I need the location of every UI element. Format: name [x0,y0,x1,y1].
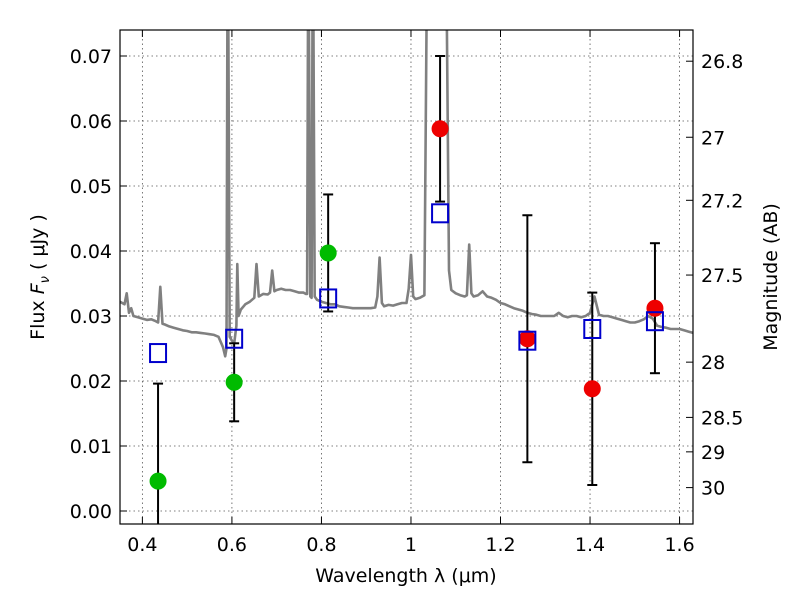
y-axis-label-prefix: Flux [27,294,49,340]
green-data-point [319,244,337,262]
axis-ticks: 0.4 0.6 0.8 1 1.2 1.4 1.6 0.00 0.01 0.02 0.03 0.04 0… [70,30,743,556]
model-point [645,311,664,332]
red-data-point [646,299,664,317]
y-tick-label: 0.03 [70,306,112,328]
red-data-point [431,120,449,138]
y2-tick-label: 28 [701,352,725,374]
x-tick-label: 1.2 [485,534,515,556]
y-tick-label: 0.02 [70,371,112,393]
model-point [319,288,338,309]
model-point [431,203,450,224]
x-tick-label: 0.8 [306,534,336,556]
y2-tick-label: 26.8 [701,51,743,73]
y2-tick-label: 27.2 [701,190,743,212]
y-axis-label-symbol: F [27,282,49,294]
y-tick-label: 0.00 [70,501,112,523]
y2-tick-label: 30 [701,478,725,500]
x-tick-label: 1.4 [575,534,605,556]
x-tick-label: 0.6 [217,534,247,556]
green-data-point [225,373,243,391]
red-data-point [583,380,601,398]
y-axis-label-subscript: ν [38,276,53,283]
y-tick-label: 0.04 [70,241,112,263]
y2-tick-label: 28.5 [701,407,743,429]
x-tick-label: 0.4 [127,534,157,556]
y-tick-label: 0.06 [70,111,112,133]
y2-tick-label: 29 [701,442,725,464]
template-spectrum-line [120,30,693,358]
y-tick-label: 0.05 [70,176,112,198]
y-axis-label: Flux Fν ( μJy ) [27,214,53,340]
model-point [583,319,602,339]
y2-tick-label: 27.5 [701,265,743,287]
model-point [149,343,168,364]
grid-lines [120,30,693,524]
y-tick-label: 0.01 [70,436,112,458]
plot-data [120,30,693,524]
x-tick-label: 1 [405,534,417,556]
x-axis-label: Wavelength λ (μm) [315,565,496,587]
y-tick-label: 0.07 [70,46,112,68]
model-point [518,330,537,351]
model-point [225,328,244,349]
x-tick-label: 1.6 [664,534,694,556]
green-data-point [149,472,167,490]
y2-axis-label: Magnitude (AB) [760,203,782,351]
red-data-point [518,330,536,348]
plot-frame [119,29,694,525]
y-axis-label-unit: ( μJy ) [27,214,49,276]
y2-tick-label: 27 [701,127,725,149]
